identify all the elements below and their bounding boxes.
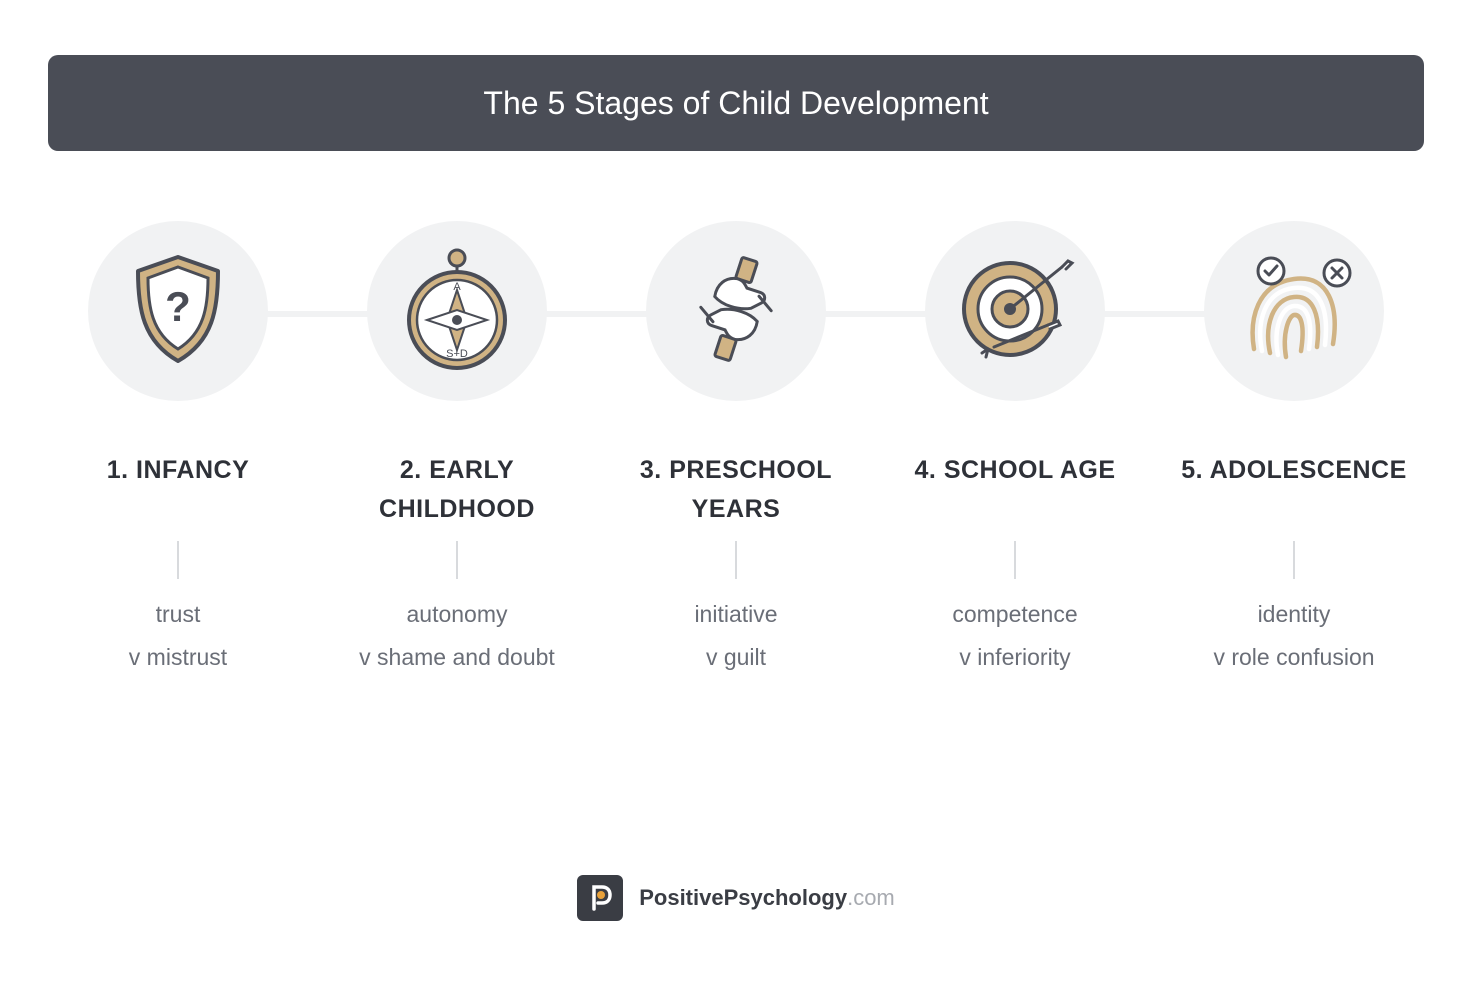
footer-branding: PositivePsychology.com: [0, 875, 1472, 921]
stage-icon-circle: [1204, 221, 1384, 401]
stages-row: ? 1. INFANCY trust v mistrust: [48, 221, 1424, 678]
stage-desc-line2: v mistrust: [129, 636, 227, 679]
logo-text: PositivePsychology.com: [639, 885, 895, 911]
stage-title: 2. EARLY CHILDHOOD: [327, 451, 587, 531]
brand-bold: PositivePsychology: [639, 885, 847, 910]
stage-preschool-years: 3. PRESCHOOL YEARS initiative v guilt: [606, 221, 866, 678]
stage-title-text: PRESCHOOL YEARS: [669, 456, 832, 523]
stage-title-text: INFANCY: [136, 456, 249, 484]
stages-area: ? 1. INFANCY trust v mistrust: [48, 221, 1424, 678]
stage-early-childhood: A S+D 2. EARLY CHILDHOOD autonomy v sham…: [327, 221, 587, 678]
stage-desc: autonomy v shame and doubt: [359, 593, 555, 678]
stage-infancy: ? 1. INFANCY trust v mistrust: [48, 221, 308, 678]
stage-number: 5.: [1181, 456, 1203, 484]
stage-title: 5. ADOLESCENCE: [1181, 451, 1407, 531]
stage-school-age: 4. SCHOOL AGE competence v inferiority: [885, 221, 1145, 678]
stage-desc-line1: autonomy: [359, 593, 555, 636]
stage-divider: [735, 541, 737, 579]
stage-icon-circle: [925, 221, 1105, 401]
stage-number: 2.: [400, 456, 422, 484]
stage-icon-circle: ?: [88, 221, 268, 401]
stage-title-text: SCHOOL AGE: [944, 456, 1116, 484]
stage-desc-line1: identity: [1213, 593, 1374, 636]
stage-divider: [177, 541, 179, 579]
stage-desc-line2: v shame and doubt: [359, 636, 555, 679]
stage-icon-circle: A S+D: [367, 221, 547, 401]
stage-desc-line1: competence: [952, 593, 1077, 636]
stage-desc-line1: trust: [129, 593, 227, 636]
stage-title: 3. PRESCHOOL YEARS: [606, 451, 866, 531]
stage-divider: [456, 541, 458, 579]
stage-desc-line2: v inferiority: [952, 636, 1077, 679]
stage-number: 1.: [107, 456, 129, 484]
stage-title: 4. SCHOOL AGE: [915, 451, 1116, 531]
stage-icon-circle: [646, 221, 826, 401]
logo-badge-icon: [577, 875, 623, 921]
stage-desc: trust v mistrust: [129, 593, 227, 678]
stage-desc: initiative v guilt: [694, 593, 777, 678]
stage-divider: [1014, 541, 1016, 579]
stage-number: 4.: [915, 456, 937, 484]
header-banner: The 5 Stages of Child Development: [48, 55, 1424, 151]
header-title: The 5 Stages of Child Development: [483, 85, 988, 122]
stage-divider: [1293, 541, 1295, 579]
svg-text:?: ?: [165, 283, 191, 330]
stage-number: 3.: [640, 456, 662, 484]
stage-desc: competence v inferiority: [952, 593, 1077, 678]
brand-light: .com: [847, 885, 895, 910]
stage-desc-line2: v role confusion: [1213, 636, 1374, 679]
stage-desc-line1: initiative: [694, 593, 777, 636]
stage-title: 1. INFANCY: [107, 451, 250, 531]
hands-icon: [671, 249, 801, 374]
target-icon: [950, 249, 1080, 374]
shield-question-icon: ?: [123, 249, 233, 374]
stage-title-text: ADOLESCENCE: [1210, 456, 1407, 484]
fingerprint-icon: [1229, 249, 1359, 374]
stage-desc: identity v role confusion: [1213, 593, 1374, 678]
compass-icon: A S+D: [397, 244, 517, 379]
stage-adolescence: 5. ADOLESCENCE identity v role confusion: [1164, 221, 1424, 678]
stage-desc-line2: v guilt: [694, 636, 777, 679]
